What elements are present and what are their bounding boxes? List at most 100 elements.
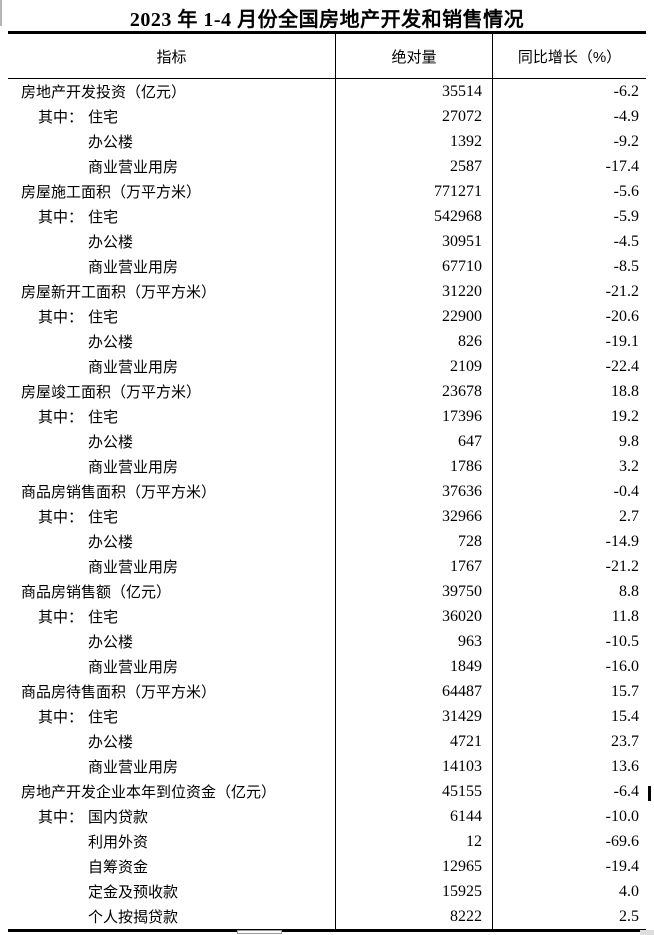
row-prefix: 其中： — [38, 209, 84, 226]
yoy-value-cell: -14.9 — [605, 532, 639, 550]
table-row: 其中： 住宅 542968 -5.9 — [8, 204, 646, 229]
indicator-cell: 商业营业用房 — [8, 754, 336, 779]
indicator-cell: 办公楼 — [8, 129, 336, 154]
table-row: 其中： 住宅 36020 11.8 — [8, 604, 646, 629]
row-label: 房地产开发投资（亿元） — [21, 84, 187, 101]
indicator-cell: 房地产开发投资（亿元） — [8, 79, 336, 104]
absolute-value-cell: 728 — [336, 529, 493, 554]
table-row: 其中： 住宅 22900 -20.6 — [8, 304, 646, 329]
indicator-cell: 其中： 住宅 — [8, 504, 336, 529]
table-row: 其中： 住宅 31429 15.4 — [8, 704, 646, 729]
yoy-value-cell: -20.6 — [605, 307, 639, 325]
table-row: 商业营业用房 1849 -16.0 — [8, 654, 646, 679]
absolute-value-cell: 771271 — [336, 179, 493, 204]
yoy-value-cell: -8.5 — [613, 257, 639, 275]
absolute-value-cell: 12 — [336, 829, 493, 854]
table-row: 办公楼 728 -14.9 — [8, 529, 646, 554]
row-label: 国内贷款 — [88, 809, 149, 826]
header-absolute-amount: 绝对量 — [336, 34, 493, 78]
table-row: 商业营业用房 1767 -21.2 — [8, 554, 646, 579]
absolute-value-cell: 31429 — [336, 704, 493, 729]
scrollbar-corner-artifact — [640, 930, 654, 935]
absolute-value-cell: 30951 — [336, 229, 493, 254]
row-label: 利用外资 — [88, 834, 149, 851]
page-title: 2023 年 1-4 月份全国房地产开发和销售情况 — [129, 9, 525, 31]
table-row: 办公楼 1392 -9.2 — [8, 129, 646, 154]
absolute-value-cell: 6144 — [336, 804, 493, 829]
absolute-value-cell: 963 — [336, 629, 493, 654]
absolute-value-cell: 27072 — [336, 104, 493, 129]
table-row: 办公楼 647 9.8 — [8, 429, 646, 454]
row-label: 商业营业用房 — [88, 459, 179, 476]
absolute-value-cell: 647 — [336, 429, 493, 454]
row-label: 商业营业用房 — [88, 359, 179, 376]
indicator-cell: 房屋新开工面积（万平方米） — [8, 279, 336, 304]
table-row: 商品房待售面积（万平方米） 64487 15.7 — [8, 679, 646, 704]
table-row: 自筹资金 12965 -19.4 — [8, 854, 646, 879]
row-prefix: 其中： — [38, 609, 84, 626]
absolute-value-cell: 31220 — [336, 279, 493, 304]
table-row: 商品房销售面积（万平方米） 37636 -0.4 — [8, 479, 646, 504]
yoy-value-cell: 23.7 — [611, 732, 639, 750]
row-prefix: 其中： — [38, 409, 84, 426]
absolute-value-cell: 37636 — [336, 479, 493, 504]
table-row: 商业营业用房 1786 3.2 — [8, 454, 646, 479]
row-label: 办公楼 — [88, 334, 134, 351]
indicator-cell: 其中： 住宅 — [8, 604, 336, 629]
yoy-value-cell: -5.6 — [613, 182, 639, 200]
row-prefix: 其中： — [38, 309, 84, 326]
row-label: 住宅 — [88, 309, 119, 326]
absolute-value-cell: 22900 — [336, 304, 493, 329]
yoy-value-cell: -21.2 — [605, 557, 639, 575]
indicator-cell: 其中： 住宅 — [8, 704, 336, 729]
row-label: 住宅 — [88, 509, 119, 526]
window-edge-artifact — [0, 0, 2, 26]
absolute-value-cell: 2587 — [336, 154, 493, 179]
indicator-cell: 定金及预收款 — [8, 879, 336, 904]
indicator-cell: 其中： 住宅 — [8, 304, 336, 329]
table-row: 房屋竣工面积（万平方米） 23678 18.8 — [8, 379, 646, 404]
table-header-row: 指标 绝对量 同比增长（%） — [8, 34, 646, 79]
indicator-cell: 商业营业用房 — [8, 154, 336, 179]
table-row: 个人按揭贷款 8222 2.5 — [8, 904, 646, 929]
row-prefix: 其中： — [38, 109, 84, 126]
indicator-cell: 房屋施工面积（万平方米） — [8, 179, 336, 204]
indicator-cell: 个人按揭贷款 — [8, 904, 336, 929]
absolute-value-cell: 2109 — [336, 354, 493, 379]
table-row: 房屋新开工面积（万平方米） 31220 -21.2 — [8, 279, 646, 304]
yoy-value-cell: 13.6 — [611, 757, 639, 775]
absolute-value-cell: 39750 — [336, 579, 493, 604]
yoy-value-cell: 9.8 — [619, 432, 639, 450]
table-row: 商业营业用房 2109 -22.4 — [8, 354, 646, 379]
table-row: 其中： 住宅 17396 19.2 — [8, 404, 646, 429]
yoy-value-cell: -19.1 — [605, 332, 639, 350]
yoy-value-cell: 2.7 — [619, 507, 639, 525]
yoy-value-cell: -4.5 — [613, 232, 639, 250]
scrollbar-thumb-artifact[interactable] — [237, 930, 282, 934]
yoy-value-cell: 18.8 — [611, 382, 639, 400]
absolute-value-cell: 64487 — [336, 679, 493, 704]
indicator-cell: 房地产开发企业本年到位资金（亿元） — [8, 779, 336, 804]
header-yoy-growth: 同比增长（%） — [517, 48, 622, 66]
yoy-value-cell: -9.2 — [613, 132, 639, 150]
yoy-value-cell: 11.8 — [611, 607, 639, 625]
absolute-value-cell: 8222 — [336, 904, 493, 929]
row-label: 办公楼 — [88, 134, 134, 151]
indicator-cell: 商品房销售额（亿元） — [8, 579, 336, 604]
row-label: 商品房待售面积（万平方米） — [21, 684, 217, 701]
indicator-cell: 其中： 国内贷款 — [8, 804, 336, 829]
absolute-value-cell: 36020 — [336, 604, 493, 629]
indicator-cell: 办公楼 — [8, 529, 336, 554]
table-row: 其中： 住宅 27072 -4.9 — [8, 104, 646, 129]
indicator-cell: 其中： 住宅 — [8, 204, 336, 229]
absolute-value-cell: 17396 — [336, 404, 493, 429]
absolute-value-cell: 1786 — [336, 454, 493, 479]
indicator-cell: 办公楼 — [8, 629, 336, 654]
yoy-value-cell: -6.2 — [613, 82, 639, 100]
row-label: 住宅 — [88, 709, 119, 726]
table-row: 商业营业用房 2587 -17.4 — [8, 154, 646, 179]
yoy-value-cell: -4.9 — [613, 107, 639, 125]
indicator-cell: 房屋竣工面积（万平方米） — [8, 379, 336, 404]
table-row: 其中： 国内贷款 6144 -10.0 — [8, 804, 646, 829]
